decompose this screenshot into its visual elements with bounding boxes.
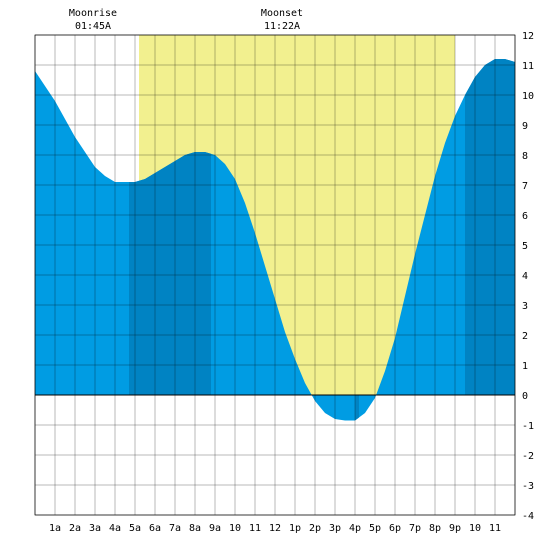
x-tick-label: 6a bbox=[149, 523, 161, 534]
tide-shade-band-2 bbox=[465, 59, 515, 421]
y-tick-label: 6 bbox=[522, 211, 528, 222]
y-tick-label: 3 bbox=[522, 301, 528, 312]
y-tick-label: 9 bbox=[522, 121, 528, 132]
y-tick-label: 10 bbox=[522, 91, 534, 102]
y-tick-label: 8 bbox=[522, 151, 528, 162]
x-tick-label: 10 bbox=[469, 523, 481, 534]
moonset-time: 11:22A bbox=[264, 21, 300, 32]
x-tick-label: 1p bbox=[289, 523, 301, 534]
plot-frame bbox=[34, 34, 516, 516]
x-tick-label: 7a bbox=[169, 523, 181, 534]
x-tick-label: 9p bbox=[449, 523, 461, 534]
y-tick-label: -1 bbox=[522, 421, 534, 432]
x-tick-label: 10 bbox=[229, 523, 241, 534]
x-tick-label: 5p bbox=[369, 523, 381, 534]
grid-layer bbox=[34, 34, 516, 516]
x-tick-label: 3a bbox=[89, 523, 101, 534]
x-tick-label: 4p bbox=[349, 523, 361, 534]
y-tick-label: 5 bbox=[522, 241, 528, 252]
moonset-label: Moonset bbox=[261, 8, 303, 19]
x-tick-label: 3p bbox=[329, 523, 341, 534]
x-tick-label: 6p bbox=[389, 523, 401, 534]
x-tick-label: 9a bbox=[209, 523, 221, 534]
x-tick-label: 8p bbox=[429, 523, 441, 534]
x-tick-labels: 1a 2a 3a 4a 5a 6a 7a 8a 9a 10 11 12 1p 2p 3p 4p 5p 6p 7p 8p… bbox=[49, 523, 501, 534]
x-tick-label: 12 bbox=[269, 523, 281, 534]
x-tick-label: 7p bbox=[409, 523, 421, 534]
y-tick-label: 11 bbox=[522, 61, 534, 72]
x-tick-label: 11 bbox=[249, 523, 261, 534]
moonrise-label: Moonrise bbox=[69, 8, 117, 19]
x-tick-label: 2p bbox=[309, 523, 321, 534]
x-tick-label: 2a bbox=[69, 523, 81, 534]
y-tick-label: 7 bbox=[522, 181, 528, 192]
x-tick-label: 4a bbox=[109, 523, 121, 534]
y-tick-label: -3 bbox=[522, 481, 534, 492]
y-tick-label: 0 bbox=[522, 391, 528, 402]
y-tick-label: -4 bbox=[522, 511, 534, 522]
y-tick-label: -2 bbox=[522, 451, 534, 462]
x-tick-label: 1a bbox=[49, 523, 61, 534]
x-tick-label: 8a bbox=[189, 523, 201, 534]
y-tick-label: 1 bbox=[522, 361, 528, 372]
y-tick-label: 12 bbox=[522, 31, 534, 42]
x-tick-label: 5a bbox=[129, 523, 141, 534]
y-tick-label: 2 bbox=[522, 331, 528, 342]
x-tick-label: 11 bbox=[489, 523, 501, 534]
y-tick-label: 4 bbox=[522, 271, 528, 282]
moonrise-time: 01:45A bbox=[75, 21, 111, 32]
